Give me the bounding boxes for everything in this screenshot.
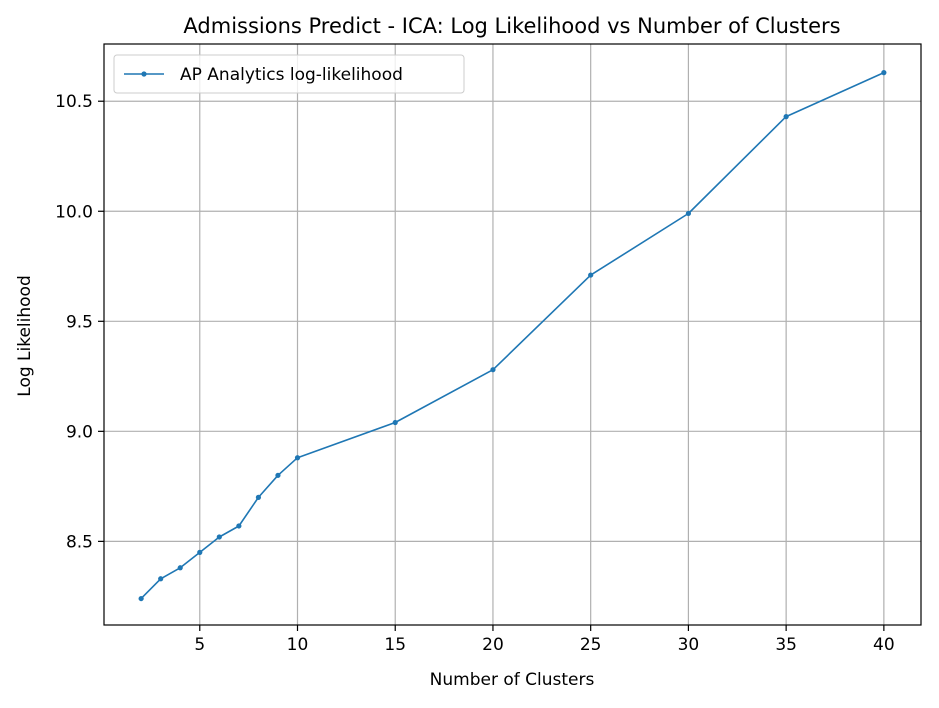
data-point [236, 523, 242, 529]
x-tick-label: 5 [194, 635, 205, 655]
data-point [275, 472, 281, 478]
x-tick-label: 30 [678, 635, 700, 655]
data-point [216, 534, 222, 540]
data-point [138, 595, 144, 602]
x-tick-label: 15 [384, 635, 406, 655]
data-point [158, 576, 164, 582]
chart-title: Admissions Predict - ICA: Log Likelihood… [183, 14, 840, 38]
legend: AP Analytics log-likelihood [113, 54, 465, 94]
x-tick-label: 10 [287, 635, 309, 655]
data-point [177, 565, 183, 571]
data-point [392, 419, 398, 426]
y-tick-label: 8.5 [66, 532, 93, 552]
x-tick-label: 35 [775, 635, 797, 655]
x-axis-label: Number of Clusters [430, 670, 595, 690]
x-tick-label: 25 [580, 635, 602, 655]
y-tick-label: 9.5 [66, 312, 93, 332]
data-point [588, 272, 594, 278]
legend-label: AP Analytics log-likelihood [180, 65, 403, 85]
data-point [685, 210, 692, 217]
x-tick-label: 20 [482, 635, 504, 655]
data-point [490, 367, 496, 373]
legend-box [113, 54, 465, 94]
axis-ticks: 5 10 15 20 25 30 35 40 8.5 9.0 9.5 10.0 10.5 [55, 92, 895, 655]
y-tick-label: 10.5 [55, 92, 93, 112]
grid-lines [104, 44, 921, 625]
series-layer [138, 70, 887, 602]
legend-point-marker [141, 71, 147, 77]
data-point [197, 549, 203, 555]
data-point [783, 114, 789, 120]
data-point [255, 494, 262, 500]
data-point [881, 70, 887, 76]
y-tick-label: 9.0 [66, 422, 93, 442]
data-point [294, 455, 301, 461]
x-tick-label: 40 [873, 635, 895, 655]
y-axis-label: Log Likelihood [15, 275, 35, 396]
plot-area-frame [103, 43, 922, 626]
y-tick-label: 10.0 [55, 202, 93, 222]
